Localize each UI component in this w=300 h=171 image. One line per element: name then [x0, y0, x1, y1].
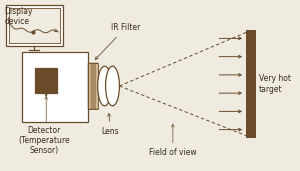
- Text: Detector
(Temperature
Sensor): Detector (Temperature Sensor): [18, 126, 70, 155]
- Bar: [96, 63, 98, 109]
- Bar: [88, 63, 98, 109]
- Bar: [246, 30, 256, 138]
- Text: Field of view: Field of view: [149, 124, 197, 157]
- Bar: [88, 63, 89, 109]
- Ellipse shape: [106, 66, 119, 106]
- Text: Lens: Lens: [102, 114, 119, 136]
- Text: IR Filter: IR Filter: [95, 23, 140, 60]
- Ellipse shape: [98, 66, 112, 106]
- Bar: [93, 63, 94, 109]
- Bar: [35, 68, 57, 93]
- Bar: [91, 63, 93, 109]
- Bar: [89, 63, 91, 109]
- Text: Display
device: Display device: [5, 7, 33, 26]
- Bar: [6, 5, 63, 46]
- Text: Very hot
target: Very hot target: [259, 74, 291, 94]
- Bar: [22, 52, 88, 122]
- Bar: [94, 63, 96, 109]
- Bar: [9, 8, 60, 43]
